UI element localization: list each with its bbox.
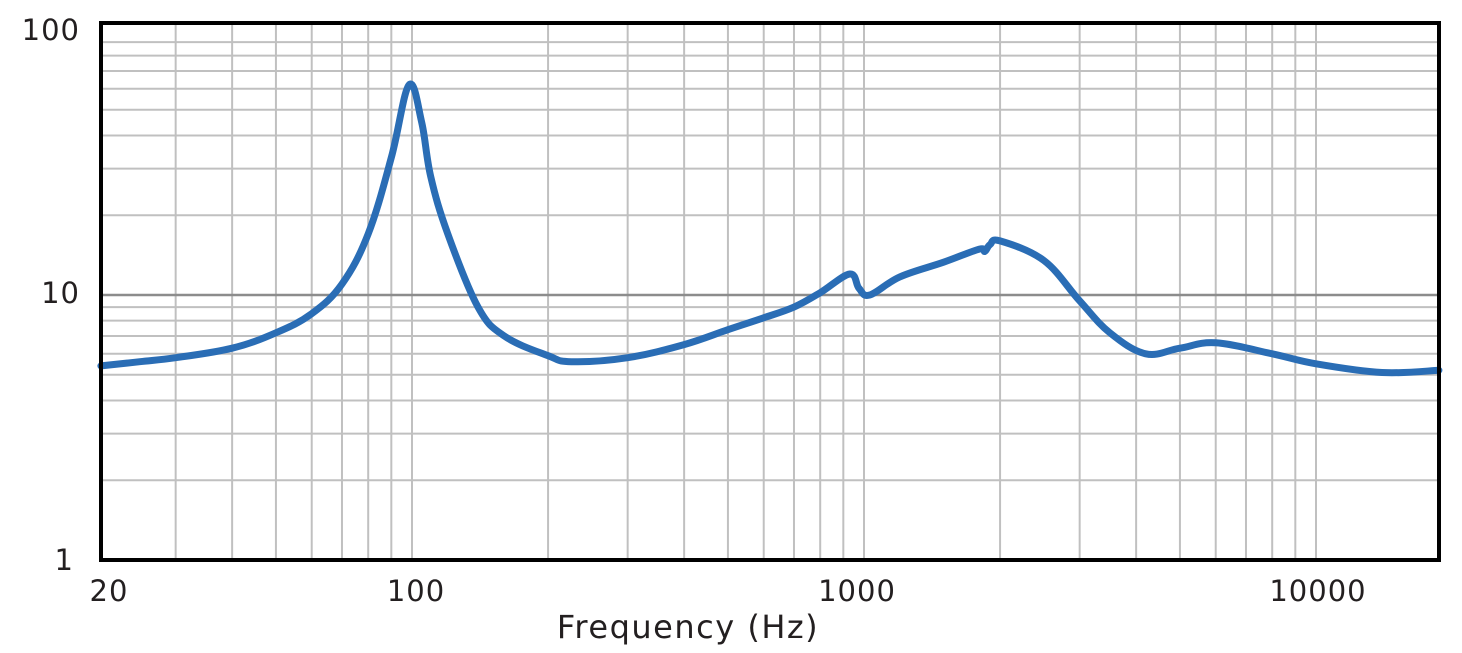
x-tick-label-100: 100	[387, 574, 445, 608]
x-tick-label-20: 20	[90, 574, 129, 608]
plot-frame	[99, 21, 1441, 562]
response-curve	[97, 80, 1443, 377]
x-tick-label-10000: 10000	[1269, 574, 1366, 608]
y-tick-label-10: 10	[41, 276, 80, 310]
y-tick-label-1: 1	[55, 543, 74, 577]
x-tick-label-1000: 1000	[818, 574, 896, 608]
grid-lines	[101, 23, 1439, 560]
x-axis-title: Frequency (Hz)	[557, 608, 819, 646]
y-tick-label-100: 100	[22, 13, 80, 47]
